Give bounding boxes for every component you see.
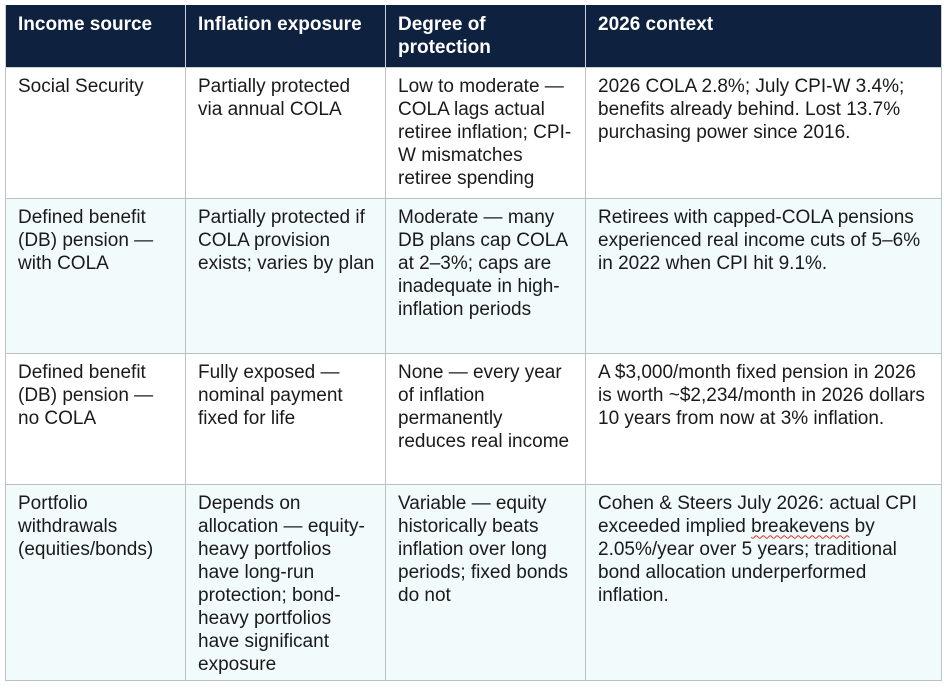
cell-inflation-exposure: Partially protected if COLA provision ex… <box>185 197 386 354</box>
cell-income-source: Defined benefit (DB) pension — no COLA <box>5 352 186 485</box>
cell-degree-of-protection: None — every year of inflation permanent… <box>385 352 586 485</box>
cell-degree-of-protection: Variable — equity historically beats inf… <box>385 483 586 681</box>
context-text-before: Cohen & Steers July 2026: actual CPI exc… <box>598 492 917 537</box>
table-row: Defined benefit (DB) pension — with COLA… <box>5 197 942 354</box>
table-row: Defined benefit (DB) pension — no COLA F… <box>5 352 942 485</box>
cell-inflation-exposure: Partially protected via annual COLA <box>185 66 386 199</box>
cell-degree-of-protection: Low to moderate — COLA lags actual retir… <box>385 66 586 199</box>
table-row: Portfolio withdrawals (equities/bonds) D… <box>5 483 942 681</box>
cell-2026-context: 2026 COLA 2.8%; July CPI-W 3.4%; benefit… <box>585 66 942 199</box>
context-text-after: by 2.05%/year over 5 years; traditional … <box>598 515 897 606</box>
header-row: Income source Inflation exposure Degree … <box>5 5 942 68</box>
cell-degree-of-protection: Moderate — many DB plans cap COLA at 2–3… <box>385 197 586 354</box>
header-2026-context: 2026 context <box>585 5 942 68</box>
cell-2026-context: Cohen & Steers July 2026: actual CPI exc… <box>585 483 942 681</box>
spellcheck-flagged-word[interactable]: breakevens <box>751 515 850 537</box>
cell-income-source: Defined benefit (DB) pension — with COLA <box>5 197 186 354</box>
income-inflation-table: Income source Inflation exposure Degree … <box>5 5 942 681</box>
table-row: Social Security Partially protected via … <box>5 66 942 199</box>
cell-inflation-exposure: Depends on allocation — equity-heavy por… <box>185 483 386 681</box>
cell-income-source: Social Security <box>5 66 186 199</box>
header-degree-of-protection: Degree of protection <box>385 5 586 68</box>
header-income-source: Income source <box>5 5 186 68</box>
cell-2026-context: Retirees with capped-COLA pensions exper… <box>585 197 942 354</box>
cell-inflation-exposure: Fully exposed — nominal payment fixed fo… <box>185 352 386 485</box>
cell-income-source: Portfolio withdrawals (equities/bonds) <box>5 483 186 681</box>
cell-2026-context: A $3,000/month fixed pension in 2026 is … <box>585 352 942 485</box>
header-inflation-exposure: Inflation exposure <box>185 5 386 68</box>
